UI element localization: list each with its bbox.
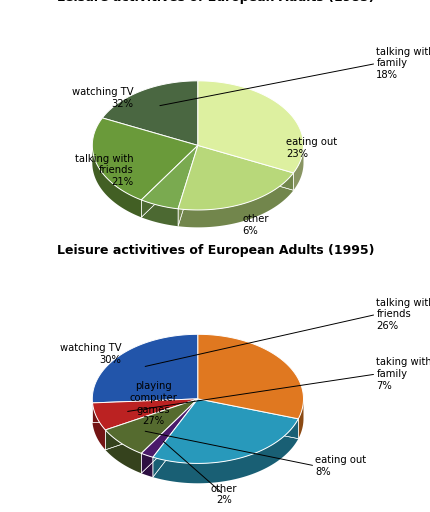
Text: other
6%: other 6% <box>242 214 268 236</box>
Polygon shape <box>141 399 197 457</box>
Text: talking with
friends
21%: talking with friends 21% <box>74 154 133 187</box>
Polygon shape <box>92 118 197 200</box>
Text: talking with
family
18%: talking with family 18% <box>375 47 430 80</box>
Polygon shape <box>92 403 105 450</box>
Text: watching TV
32%: watching TV 32% <box>71 88 133 109</box>
Text: other
2%: other 2% <box>210 484 237 505</box>
Polygon shape <box>105 430 141 473</box>
Text: watching TV
30%: watching TV 30% <box>60 344 121 365</box>
Polygon shape <box>197 81 303 173</box>
Polygon shape <box>92 145 141 217</box>
Polygon shape <box>178 173 293 227</box>
Title: Leisure activitives of European Adults (1995): Leisure activitives of European Adults (… <box>57 244 373 258</box>
Polygon shape <box>102 81 197 145</box>
Polygon shape <box>293 145 303 190</box>
Text: talking with
friends
26%: talking with friends 26% <box>375 298 430 331</box>
Polygon shape <box>141 453 153 477</box>
Polygon shape <box>153 399 298 463</box>
Polygon shape <box>105 399 197 453</box>
Polygon shape <box>92 399 197 430</box>
Polygon shape <box>141 145 197 209</box>
Text: eating out
8%: eating out 8% <box>314 455 366 477</box>
Title: Leisure activitives of European Adults (1985): Leisure activitives of European Adults (… <box>57 0 373 4</box>
Text: taking with
family
7%: taking with family 7% <box>375 357 430 391</box>
Polygon shape <box>298 399 303 439</box>
Polygon shape <box>178 145 293 210</box>
Polygon shape <box>153 419 298 483</box>
Polygon shape <box>141 200 178 226</box>
Text: playing
computer
games
27%: playing computer games 27% <box>129 381 177 426</box>
Polygon shape <box>197 334 303 419</box>
Text: eating out
23%: eating out 23% <box>285 137 336 159</box>
Polygon shape <box>92 334 197 403</box>
